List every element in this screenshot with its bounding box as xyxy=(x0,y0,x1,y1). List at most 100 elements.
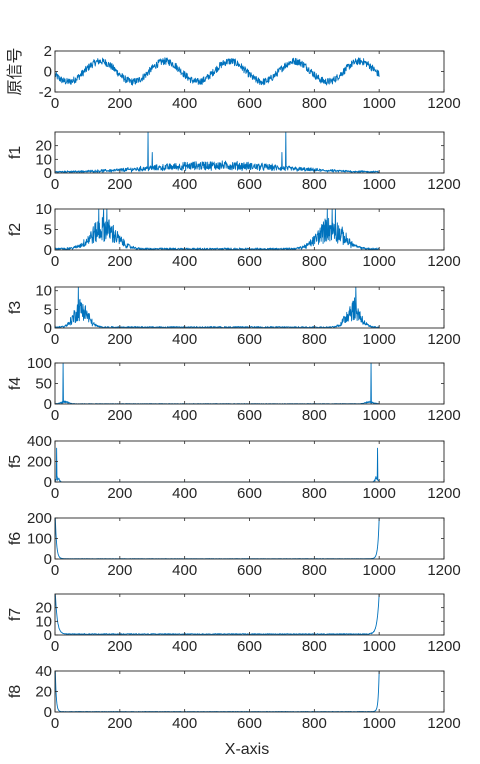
x-tick-label: 600 xyxy=(237,485,262,502)
y-axis-label-9: f8 xyxy=(7,685,24,698)
y-tick-label: 10 xyxy=(35,201,52,218)
x-tick-label: 200 xyxy=(107,95,132,112)
x-tick-label: 800 xyxy=(302,715,327,732)
y-tick-label: 10 xyxy=(35,613,52,630)
x-tick-label: 0 xyxy=(51,253,59,270)
y-tick-label: 40 xyxy=(35,663,52,680)
y-tick-label: 100 xyxy=(27,531,52,548)
y-tick-label: 400 xyxy=(27,433,52,450)
x-tick-label: 800 xyxy=(302,485,327,502)
axes-box-4 xyxy=(54,286,445,329)
x-tick-label: 800 xyxy=(302,176,327,193)
x-tick-label: 400 xyxy=(172,95,197,112)
axes-box-6 xyxy=(54,440,445,483)
axes-box-8 xyxy=(54,593,445,636)
x-tick-label: 200 xyxy=(107,485,132,502)
subplot-9: 0 200 400 600 800 1000 1200 0 20 40 f8 xyxy=(7,663,461,732)
x-tick-label: 0 xyxy=(51,485,59,502)
y-tick-label: 10 xyxy=(35,283,52,300)
series-line-4 xyxy=(55,286,380,329)
x-tick-label: 0 xyxy=(51,407,59,424)
x-tick-label: 400 xyxy=(172,715,197,732)
y-tick-label: 2 xyxy=(44,43,52,60)
x-tick-label: 600 xyxy=(237,95,262,112)
series-line-5 xyxy=(55,362,380,405)
x-tick-label: 1000 xyxy=(362,331,395,348)
y-tick-label: 10 xyxy=(35,151,52,168)
x-tick-label: 600 xyxy=(237,562,262,579)
y-tick-label: 5 xyxy=(44,301,52,318)
y-tick-label: 20 xyxy=(35,684,52,701)
x-tick-label: 1200 xyxy=(427,407,460,424)
x-tick-label: 400 xyxy=(172,562,197,579)
y-axis-label-4: f3 xyxy=(7,301,24,314)
series-line-9 xyxy=(54,670,380,713)
x-tick-label: 800 xyxy=(302,331,327,348)
x-tick-label: 1000 xyxy=(362,715,395,732)
x-tick-label: 0 xyxy=(51,95,59,112)
x-tick-label: 1200 xyxy=(427,95,460,112)
x-tick-label: 200 xyxy=(107,176,132,193)
x-tick-label: 200 xyxy=(107,715,132,732)
x-tick-label: 800 xyxy=(302,253,327,270)
x-tick-label: 600 xyxy=(237,176,262,193)
x-tick-label: 400 xyxy=(172,253,197,270)
y-tick-label: 200 xyxy=(27,454,52,471)
y-tick-label: 0 xyxy=(44,551,52,568)
y-tick-label: 20 xyxy=(35,138,52,155)
x-tick-label: 400 xyxy=(172,331,197,348)
y-axis-label-3: f2 xyxy=(7,223,24,236)
y-tick-label: -2 xyxy=(39,84,52,101)
x-tick-label: 1200 xyxy=(427,715,460,732)
x-tick-label: 1200 xyxy=(427,485,460,502)
x-tick-label: 800 xyxy=(302,407,327,424)
x-tick-label: 400 xyxy=(172,407,197,424)
x-tick-label: 800 xyxy=(302,562,327,579)
series-line-8 xyxy=(54,593,380,636)
axes-box-7 xyxy=(54,517,445,560)
x-tick-label: 600 xyxy=(237,407,262,424)
y-axis-label-6: f5 xyxy=(7,455,24,468)
y-tick-label: 0 xyxy=(44,704,52,721)
x-tick-label: 1000 xyxy=(362,407,395,424)
axes-box-5 xyxy=(54,362,445,405)
y-tick-label: 5 xyxy=(44,222,52,239)
x-tick-label: 200 xyxy=(107,331,132,348)
y-tick-label: 0 xyxy=(44,474,52,491)
series-line-3 xyxy=(54,208,380,251)
x-tick-label: 1000 xyxy=(362,253,395,270)
axes-box-1 xyxy=(54,50,445,93)
x-tick-label: 200 xyxy=(107,638,132,655)
series-line-1 xyxy=(54,57,380,86)
series-line-2 xyxy=(55,131,380,174)
x-tick-label: 200 xyxy=(107,562,132,579)
y-axis-label-7: f6 xyxy=(7,532,24,545)
x-tick-label: 1200 xyxy=(427,253,460,270)
subplot-4: 0 200 400 600 800 1000 1200 0 510 f3 xyxy=(7,283,461,348)
x-tick-label: 1200 xyxy=(427,176,460,193)
y-tick-label: 0 xyxy=(44,242,52,259)
y-tick-label: 200 xyxy=(27,510,52,527)
x-tick-label: 200 xyxy=(107,253,132,270)
x-tick-label: 0 xyxy=(51,176,59,193)
y-tick-label: 20 xyxy=(35,600,52,617)
y-tick-label: 0 xyxy=(44,165,52,182)
x-tick-label: 0 xyxy=(51,562,59,579)
x-tick-label: 0 xyxy=(51,715,59,732)
x-tick-label: 200 xyxy=(107,407,132,424)
x-tick-label: 400 xyxy=(172,176,197,193)
x-tick-label: 600 xyxy=(237,253,262,270)
x-tick-label: 1000 xyxy=(362,485,395,502)
y-tick-label: 0 xyxy=(44,64,52,81)
x-tick-label: 400 xyxy=(172,485,197,502)
y-axis-label-5: f4 xyxy=(7,377,24,390)
subplot-3: 0 200 400 600 800 1000 1200 0 5 10 f2 xyxy=(7,201,461,270)
x-tick-label: 0 xyxy=(51,331,59,348)
y-axis-label-1: 原信号 xyxy=(6,47,24,95)
y-tick-label: 0 xyxy=(44,627,52,644)
